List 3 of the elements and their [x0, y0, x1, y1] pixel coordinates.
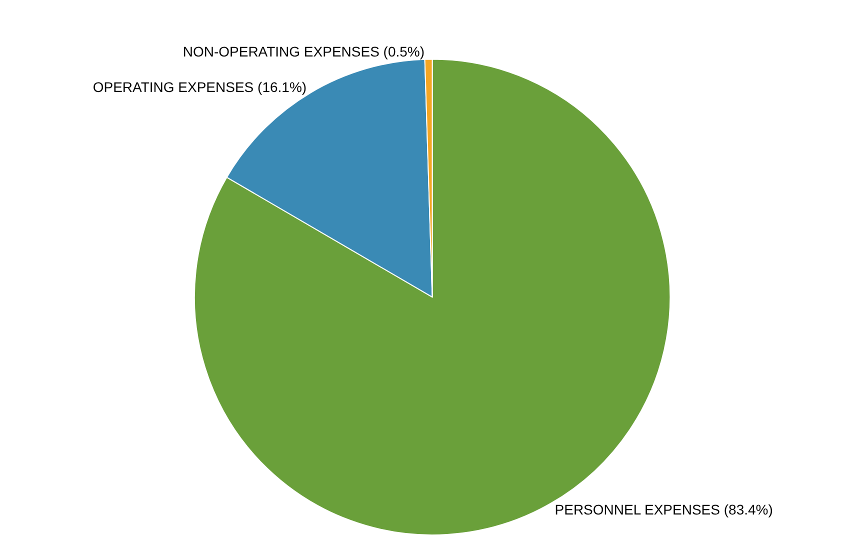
slice-label: PERSONNEL EXPENSES (83.4%)	[554, 501, 773, 518]
slice-label: OPERATING EXPENSES (16.1%)	[92, 78, 307, 95]
slice-label: NON-OPERATING EXPENSES (0.5%)	[182, 43, 425, 60]
